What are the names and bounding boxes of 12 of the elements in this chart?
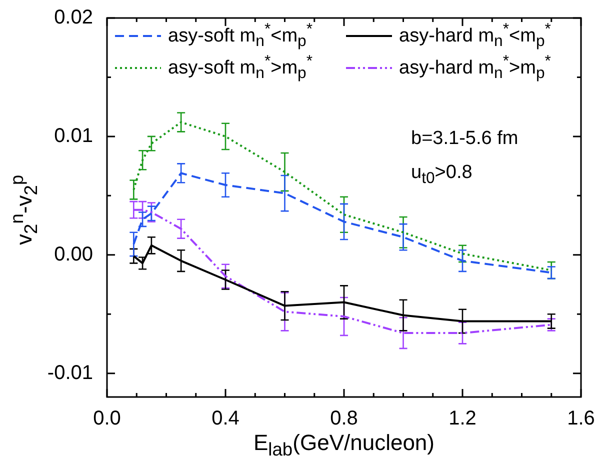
x-tick-label: 1.6 xyxy=(567,408,595,430)
annotation: b=3.1-5.6 fm xyxy=(411,128,520,150)
x-tick-label: 0.0 xyxy=(93,408,121,430)
annotation: u$_{t0}$>0.8 xyxy=(411,162,474,188)
x-axis-title: E$_{lab}$(GeV/nucleon) xyxy=(252,430,436,460)
y-tick-label: -0.01 xyxy=(47,362,93,384)
y-tick-label: 0.02 xyxy=(54,6,93,29)
y-tick-label: 0.01 xyxy=(54,124,93,147)
x-tick-label: 0.4 xyxy=(212,408,240,430)
x-tick-label: 0.8 xyxy=(330,408,358,430)
y-tick-label: 0.00 xyxy=(54,243,93,266)
x-tick-label: 1.2 xyxy=(448,408,476,430)
